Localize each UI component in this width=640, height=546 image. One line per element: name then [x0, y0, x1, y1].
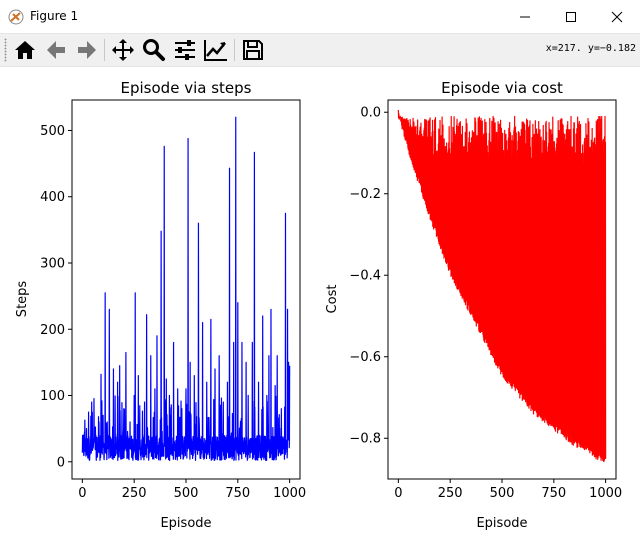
back-button[interactable]: [43, 37, 69, 63]
navigation-toolbar: [0, 34, 640, 67]
steps-x-tick-label: 250: [122, 486, 147, 501]
customize-button[interactable]: [203, 37, 229, 63]
cost-y-axis-label: Cost: [325, 285, 340, 314]
cost-axes-title: Episode via cost: [441, 79, 563, 97]
steps-x-axis-label: Episode: [160, 516, 211, 531]
back-icon: [47, 41, 65, 59]
zoom-icon: [143, 39, 165, 61]
close-button[interactable]: [594, 0, 640, 33]
maximize-icon: [566, 11, 576, 22]
forward-button[interactable]: [74, 37, 100, 63]
cost-x-tick-label: 1000: [589, 486, 622, 501]
cost-x-tick-label: 500: [490, 486, 515, 501]
toolbar-grip: [4, 38, 7, 62]
minimize-button[interactable]: [502, 0, 548, 33]
subplots-icon: [175, 40, 195, 60]
pan-icon: [112, 39, 134, 61]
close-icon: [611, 11, 623, 22]
toolbar-separator: [234, 39, 235, 61]
cost-axes: Episode via cost 0 250 500 750 1000 0.0 −0.2 −…: [325, 79, 622, 531]
save-button[interactable]: [240, 37, 266, 63]
steps-x-tick-label: 750: [225, 486, 250, 501]
cost-line: [397, 109, 607, 463]
forward-icon: [78, 41, 96, 59]
subplots-button[interactable]: [172, 37, 198, 63]
steps-y-tick-label: 300: [40, 256, 65, 271]
maximize-button[interactable]: [548, 0, 594, 33]
window-title: Figure 1: [30, 9, 79, 23]
steps-line: [81, 116, 291, 462]
cost-y-tick-label: 0.0: [360, 106, 381, 121]
steps-y-tick-label: 500: [40, 124, 65, 139]
save-icon: [243, 40, 263, 60]
cost-x-axis-label: Episode: [476, 516, 527, 531]
home-icon: [15, 41, 35, 59]
figure-canvas[interactable]: Episode via steps 0 250 500 750 1000 0 100 200…: [0, 67, 640, 543]
steps-y-tick-label: 0: [57, 455, 65, 470]
minimize-icon: [520, 16, 530, 17]
customize-icon: [204, 40, 227, 61]
app-icon: [8, 9, 24, 25]
cost-x-tick-label: 250: [438, 486, 463, 501]
steps-x-tick-label: 500: [174, 486, 199, 501]
steps-y-axis-label: Steps: [15, 281, 30, 318]
window-titlebar: Figure 1: [0, 0, 640, 34]
steps-y-tick-label: 100: [40, 389, 65, 404]
pan-button[interactable]: [110, 37, 136, 63]
steps-y-tick-label: 200: [40, 323, 65, 338]
steps-x-tick-label: 0: [78, 486, 86, 501]
cost-series: [397, 109, 607, 463]
steps-axes-title: Episode via steps: [121, 79, 252, 97]
cost-y-tick-label: −0.2: [349, 187, 381, 202]
cost-y-tick-label: −0.6: [349, 350, 381, 365]
steps-series: [81, 116, 291, 462]
cost-x-tick-label: 750: [541, 486, 566, 501]
steps-x-tick-label: 1000: [273, 486, 306, 501]
cost-y-tick-label: −0.8: [349, 432, 381, 447]
zoom-button[interactable]: [141, 37, 167, 63]
steps-axes: Episode via steps 0 250 500 750 1000 0 100 200…: [15, 79, 306, 531]
home-button[interactable]: [12, 37, 38, 63]
cost-x-tick-label: 0: [394, 486, 402, 501]
cursor-coordinates: x=217. y=−0.182: [545, 43, 636, 54]
steps-y-tick-label: 400: [40, 190, 65, 205]
toolbar-separator: [104, 39, 105, 61]
cost-y-tick-label: −0.4: [349, 269, 381, 284]
